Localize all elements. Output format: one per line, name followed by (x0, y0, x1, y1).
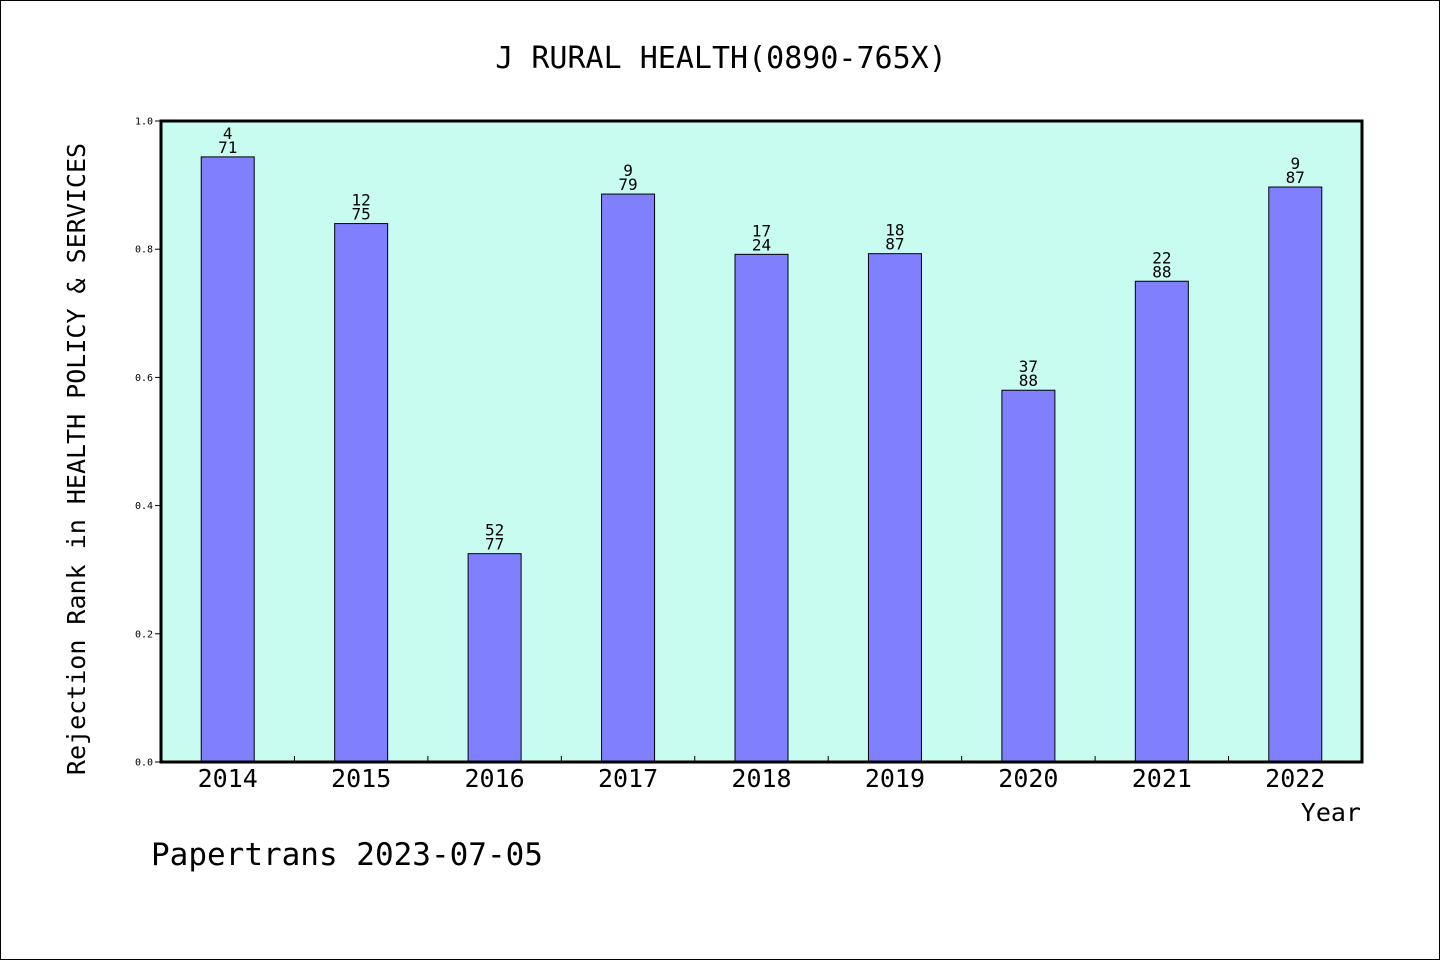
y-tick-label: 0.8 (135, 245, 153, 256)
y-tick-label: 0.0 (135, 758, 153, 769)
bars (200, 156, 1323, 763)
x-tick-label: 2020 (998, 764, 1058, 793)
bar-2018 (734, 253, 789, 763)
y-axis-label: Rejection Rank in HEALTH POLICY & SERVIC… (62, 143, 91, 775)
bar-2019 (867, 253, 922, 763)
bar-rank-label: 12 (352, 191, 371, 210)
bar-rank-label: 9 (623, 161, 633, 180)
bar-total-label: 87 (1286, 168, 1305, 187)
bar-total-label: 24 (752, 235, 771, 254)
bar-2020 (1001, 389, 1056, 763)
x-tick-label: 2021 (1132, 764, 1192, 793)
bar-total-label: 87 (885, 235, 904, 254)
y-tick-label: 0.2 (135, 629, 153, 640)
chart-title: J RURAL HEALTH(0890-765X) (495, 41, 947, 76)
bar-2015 (334, 223, 389, 763)
footer-text: Papertrans 2023-07-05 (151, 837, 543, 873)
x-axis-ticks: 2014 2015 2016 2017 2018 2019 2020 2021 2022 (198, 756, 1325, 793)
bar-2014 (200, 156, 255, 763)
y-tick-label: 0.6 (135, 373, 153, 384)
y-tick-label: 0.4 (135, 501, 153, 512)
bar-rank-label: 18 (885, 221, 904, 240)
x-tick-label: 2018 (731, 764, 791, 793)
bar-rank-label: 4 (223, 124, 233, 143)
bar-total-label: 75 (352, 205, 371, 224)
bar-2017 (601, 193, 656, 763)
bar-rank-label: 22 (1152, 248, 1171, 267)
x-tick-label: 2022 (1265, 764, 1325, 793)
bar-rank-label: 9 (1290, 154, 1300, 173)
bar-rank-label: 17 (752, 221, 771, 240)
bar-rank-label: 37 (1019, 357, 1038, 376)
bar-total-label: 77 (485, 535, 504, 554)
y-tick-label: 1.0 (135, 117, 153, 128)
x-axis-label: Year (1301, 798, 1361, 827)
bar-total-label: 88 (1152, 262, 1171, 281)
bar-2021 (1134, 280, 1189, 763)
bar-total-label: 79 (618, 175, 637, 194)
bar-2022 (1268, 186, 1323, 763)
plot-border (159, 119, 1364, 764)
bar-total-label: 88 (1019, 371, 1038, 390)
x-tick-label: 2016 (465, 764, 525, 793)
bar-2016 (467, 553, 522, 763)
y-axis-ticks: 0.0 0.2 0.4 0.6 0.8 1.0 (135, 117, 161, 769)
x-tick-label: 2017 (598, 764, 658, 793)
x-tick-label: 2015 (331, 764, 391, 793)
x-tick-label: 2019 (865, 764, 925, 793)
x-tick-label: 2014 (198, 764, 258, 793)
bar-rank-label: 52 (485, 521, 504, 540)
bar-total-label: 71 (218, 138, 237, 157)
